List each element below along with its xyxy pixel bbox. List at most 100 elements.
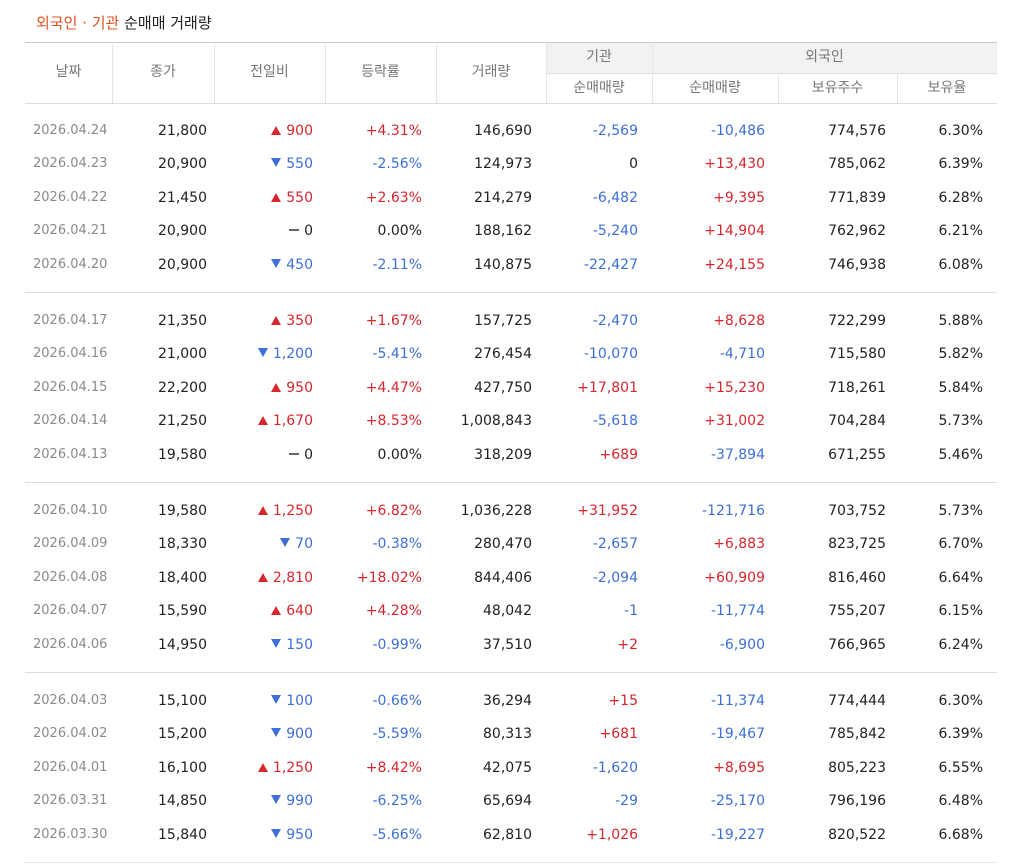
change-cell: 70	[280, 534, 313, 554]
foreign-cell: -121,716	[702, 503, 765, 519]
inst-cell: -29	[615, 793, 638, 810]
close-cell: 20,900	[158, 256, 207, 273]
direction-icon	[271, 728, 282, 738]
volume-cell: 276,454	[474, 346, 532, 363]
direction-icon	[271, 258, 282, 268]
direction-icon	[289, 452, 300, 455]
close-cell: 15,590	[158, 603, 207, 620]
ratio-cell: 5.73%	[938, 413, 983, 430]
holdings-cell: 718,261	[828, 379, 886, 396]
change-value: 0	[304, 223, 313, 240]
header-divider	[546, 42, 547, 103]
change-value: 2,810	[272, 569, 313, 586]
change-value: 70	[295, 536, 313, 553]
volume-cell: 37,510	[483, 636, 532, 653]
ratio-cell: 5.46%	[938, 446, 983, 463]
ratio-cell: 6.30%	[938, 123, 983, 139]
volume-cell: 146,690	[474, 123, 532, 139]
rate-cell: +4.31%	[365, 123, 422, 139]
header-top-border	[25, 42, 997, 43]
change-cell: 900	[271, 724, 313, 744]
change-cell: 550	[271, 154, 313, 174]
header-cell: 순매매량	[689, 80, 741, 96]
direction-icon	[289, 229, 300, 232]
ratio-cell: 6.15%	[938, 603, 983, 620]
holdings-cell: 703,752	[828, 503, 886, 519]
direction-icon	[257, 506, 268, 515]
header-divider	[652, 42, 653, 103]
volume-cell: 80,313	[483, 726, 532, 743]
group-header-bg	[546, 42, 997, 73]
change-value: 990	[286, 793, 313, 810]
change-cell: 0	[289, 445, 313, 465]
volume-cell: 1,008,843	[460, 413, 532, 430]
holdings-cell: 816,460	[828, 569, 886, 586]
direction-icon	[271, 382, 282, 392]
direction-icon	[271, 316, 282, 325]
header-divider	[214, 42, 215, 103]
change-value: 1,250	[272, 759, 313, 776]
foreign-cell: +60,909	[704, 569, 765, 586]
close-cell: 22,200	[158, 379, 207, 396]
close-cell: 19,580	[158, 503, 207, 519]
header-cell: 보유주수	[811, 80, 864, 96]
volume-cell: 318,209	[474, 446, 532, 463]
date-cell: 2026.04.08	[33, 569, 108, 585]
title-highlight: 외국인 · 기관	[36, 14, 120, 32]
header-divider	[436, 42, 437, 103]
direction-icon	[257, 416, 268, 426]
date-cell: 2026.04.24	[33, 123, 108, 138]
direction-icon	[280, 538, 291, 548]
close-cell: 21,350	[158, 313, 207, 329]
close-cell: 14,950	[158, 636, 207, 653]
change-cell: 640	[271, 601, 313, 621]
change-value: 1,670	[272, 413, 313, 430]
change-cell: 1,250	[257, 501, 313, 521]
rate-cell: -0.38%	[372, 536, 422, 553]
rate-cell: +1.67%	[365, 313, 422, 329]
close-cell: 14,850	[158, 793, 207, 810]
rate-cell: +8.42%	[365, 759, 422, 776]
change-cell: 950	[271, 825, 313, 845]
change-cell: 350	[271, 311, 313, 331]
foreign-cell: -11,774	[710, 603, 765, 620]
inst-cell: +31,952	[577, 503, 638, 519]
date-cell: 2026.04.06	[33, 636, 108, 652]
foreign-cell: +6,883	[713, 536, 765, 553]
foreign-cell: +14,904	[704, 223, 765, 240]
date-cell: 2026.04.16	[33, 346, 108, 362]
volume-cell: 1,036,228	[460, 503, 532, 519]
ratio-cell: 6.08%	[938, 256, 983, 273]
date-cell: 2026.04.10	[33, 503, 108, 518]
date-cell: 2026.04.17	[33, 313, 108, 328]
inst-cell: -2,470	[592, 313, 638, 329]
foreign-cell: -19,227	[710, 826, 765, 843]
header-mid-border	[546, 73, 997, 74]
date-cell: 2026.04.20	[33, 256, 108, 272]
rate-cell: -0.99%	[372, 636, 422, 653]
date-cell: 2026.04.03	[33, 693, 108, 708]
holdings-cell: 755,207	[828, 603, 886, 620]
holdings-cell: 774,444	[828, 693, 886, 709]
inst-cell: -5,240	[592, 223, 638, 240]
change-value: 150	[286, 636, 313, 653]
change-value: 100	[286, 693, 313, 709]
ratio-cell: 6.70%	[938, 536, 983, 553]
ratio-cell: 6.30%	[938, 693, 983, 709]
inst-cell: -2,569	[592, 123, 638, 139]
volume-cell: 280,470	[474, 536, 532, 553]
foreign-cell: -11,374	[710, 693, 765, 709]
change-value: 950	[286, 826, 313, 843]
ratio-cell: 5.88%	[938, 313, 983, 329]
rate-cell: +4.47%	[365, 379, 422, 396]
volume-cell: 214,279	[474, 189, 532, 206]
volume-cell: 36,294	[483, 693, 532, 709]
header-divider	[778, 73, 779, 103]
volume-cell: 157,725	[474, 313, 532, 329]
holdings-cell: 766,965	[828, 636, 886, 653]
date-cell: 2026.04.15	[33, 379, 108, 395]
close-cell: 15,840	[158, 826, 207, 843]
close-cell: 21,800	[158, 123, 207, 139]
holdings-cell: 715,580	[828, 346, 886, 363]
change-cell: 150	[271, 635, 313, 655]
